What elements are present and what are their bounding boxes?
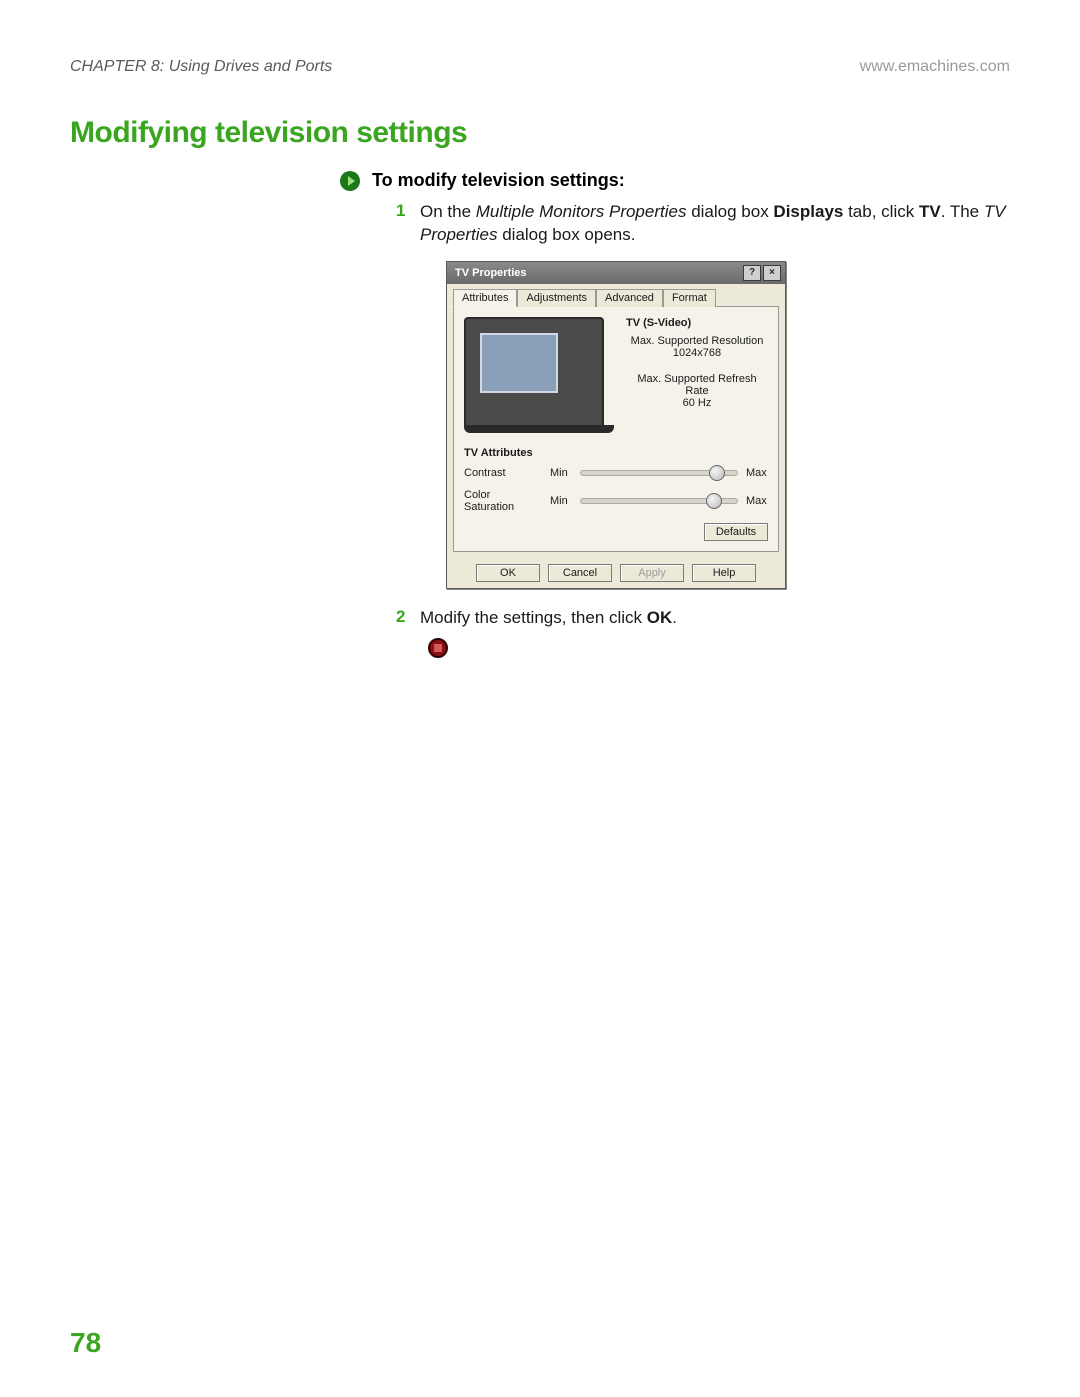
max-label: Max — [746, 467, 768, 479]
help-button[interactable]: Help — [692, 564, 756, 582]
step-number: 1 — [396, 201, 408, 247]
attr-section-title: TV Attributes — [464, 447, 768, 459]
rate-value: 60 Hz — [626, 397, 768, 409]
step-2: 2 Modify the settings, then click OK. — [396, 607, 1010, 630]
step-2-text: Modify the settings, then click OK. — [420, 607, 677, 630]
res-value: 1024x768 — [626, 347, 768, 359]
apply-button[interactable]: Apply — [620, 564, 684, 582]
tab-pane: TV (S-Video) Max. Supported Resolution 1… — [453, 306, 779, 552]
contrast-track[interactable] — [580, 470, 738, 476]
step-number: 2 — [396, 607, 408, 630]
tab-adjustments[interactable]: Adjustments — [517, 289, 596, 307]
page-number: 78 — [70, 1327, 101, 1359]
saturation-thumb[interactable] — [706, 493, 722, 509]
step-1-text: On the Multiple Monitors Properties dial… — [420, 201, 1010, 247]
tab-format[interactable]: Format — [663, 289, 716, 307]
defaults-row: Defaults — [464, 523, 768, 541]
defaults-button[interactable]: Defaults — [704, 523, 768, 541]
tv-image — [464, 317, 614, 433]
slider-label-contrast: Contrast — [464, 467, 542, 479]
slider-contrast: Contrast Min Max — [464, 467, 768, 479]
tv-info: TV (S-Video) Max. Supported Resolution 1… — [626, 317, 768, 433]
play-icon — [340, 171, 360, 191]
tv-properties-dialog: TV Properties ? × Attributes Adjustments… — [446, 261, 786, 589]
subhead: To modify television settings: — [372, 170, 625, 191]
dialog-button-row: OK Cancel Apply Help — [447, 558, 785, 588]
slider-label-saturation: Color Saturation — [464, 489, 542, 513]
chapter-label: CHAPTER 8: Using Drives and Ports — [70, 58, 332, 76]
stop-icon — [428, 638, 448, 658]
close-icon[interactable]: × — [763, 265, 781, 281]
min-label: Min — [550, 467, 572, 479]
page-header: CHAPTER 8: Using Drives and Ports www.em… — [70, 58, 1010, 76]
min-label: Min — [550, 495, 572, 507]
cancel-button[interactable]: Cancel — [548, 564, 612, 582]
subhead-row: To modify television settings: — [340, 170, 1010, 191]
titlebar-buttons: ? × — [743, 265, 781, 281]
tab-attributes[interactable]: Attributes — [453, 289, 517, 307]
top-section: TV (S-Video) Max. Supported Resolution 1… — [464, 317, 768, 433]
section-title: Modifying television settings — [70, 116, 1010, 150]
help-icon[interactable]: ? — [743, 265, 761, 281]
dialog-screenshot: TV Properties ? × Attributes Adjustments… — [446, 261, 1010, 589]
step-1: 1 On the Multiple Monitors Properties di… — [396, 201, 1010, 247]
res-label: Max. Supported Resolution — [626, 335, 768, 347]
slider-color-saturation: Color Saturation Min Max — [464, 489, 768, 513]
titlebar: TV Properties ? × — [447, 262, 785, 284]
ok-button[interactable]: OK — [476, 564, 540, 582]
content-area: To modify television settings: 1 On the … — [340, 170, 1010, 658]
dialog-title: TV Properties — [455, 267, 527, 279]
rate-label: Max. Supported Refresh Rate — [626, 373, 768, 397]
contrast-thumb[interactable] — [709, 465, 725, 481]
saturation-track[interactable] — [580, 498, 738, 504]
header-url: www.emachines.com — [860, 58, 1010, 76]
tab-row: Attributes Adjustments Advanced Format — [447, 284, 785, 306]
max-label: Max — [746, 495, 768, 507]
tv-info-header: TV (S-Video) — [626, 317, 768, 329]
tab-advanced[interactable]: Advanced — [596, 289, 663, 307]
tv-screen-icon — [464, 317, 604, 427]
